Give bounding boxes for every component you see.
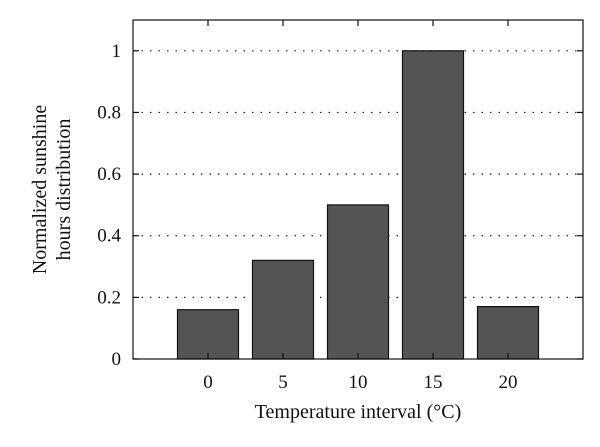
bar-20	[476, 306, 540, 360]
y-axis-label: Normalized sunshine hours distribution	[29, 105, 75, 275]
y-axis-label-line-1: Normalized sunshine	[29, 105, 51, 275]
x-tick-label-0: 0	[203, 372, 213, 393]
y-tick-label-5: 1	[112, 41, 122, 62]
bar-15	[401, 50, 465, 360]
y-tick-label-1: 0.2	[97, 287, 121, 308]
x-tick-labels: 0 5 10 15 20	[203, 372, 517, 393]
x-tick-label-15: 15	[424, 372, 443, 393]
x-tick-label-5: 5	[278, 372, 288, 393]
y-tick-label-4: 0.8	[97, 102, 121, 123]
bar-5	[251, 259, 315, 360]
x-tick-label-20: 20	[499, 372, 518, 393]
bar-0	[176, 309, 240, 360]
y-tick-label-2: 0.4	[97, 226, 121, 247]
y-tick-label-0: 0	[112, 349, 122, 370]
x-tick-label-10: 10	[349, 372, 368, 393]
y-axis-label-line-2: hours distribution	[53, 119, 75, 261]
y-tick-labels: 0 0.2 0.4 0.6 0.8 1	[97, 41, 121, 370]
grid-lines	[133, 50, 583, 298]
bars	[176, 50, 540, 360]
y-tick-label-3: 0.6	[97, 164, 121, 185]
tick-marks	[133, 20, 583, 360]
x-axis-label: Temperature interval (°C)	[255, 401, 462, 423]
bar-10	[326, 204, 390, 360]
